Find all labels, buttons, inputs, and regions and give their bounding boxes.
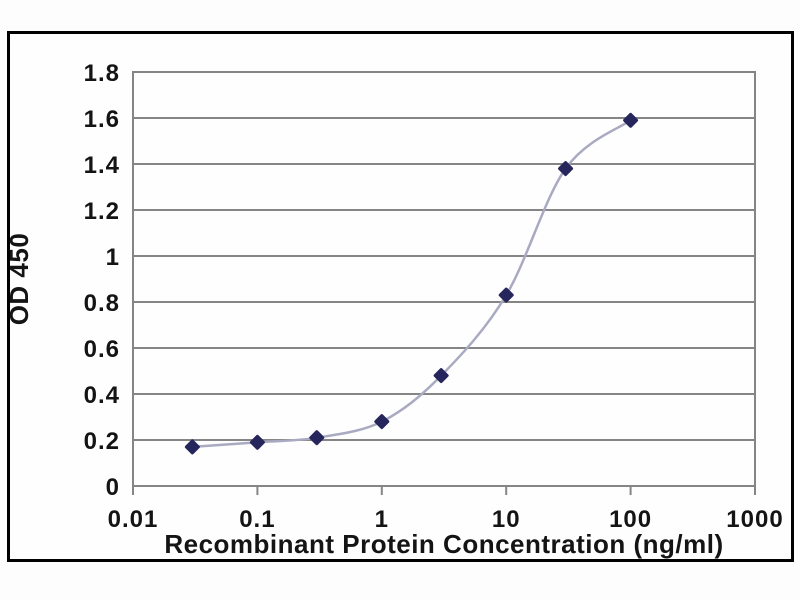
y-tick-label: 0: [106, 474, 120, 501]
plot-border: [132, 71, 756, 487]
x-tick-label: 10: [492, 506, 521, 533]
x-tick-label: 1000: [726, 506, 783, 533]
chart-frame: [7, 31, 794, 562]
x-tick-label: 1: [375, 506, 389, 533]
y-axis-tick-labels: 0 0.2 0.4 0.6 0.8 1 1.2 1.4 1.6 1.8: [84, 60, 120, 501]
y-tick-label: 1: [106, 244, 120, 271]
gridlines: [133, 71, 755, 487]
y-axis-title: OD 450: [4, 233, 34, 326]
data-point-markers: [184, 112, 639, 455]
data-point: [623, 112, 639, 128]
y-tick-label: 1.4: [84, 152, 120, 179]
x-tick-label: 0.01: [108, 506, 159, 533]
data-point: [184, 439, 200, 455]
data-point: [433, 368, 449, 384]
x-axis-tick-marks: [132, 486, 756, 495]
y-tick-label: 1.6: [84, 106, 120, 133]
data-point: [498, 287, 514, 303]
y-tick-label: 0.4: [84, 382, 120, 409]
series-line: [192, 119, 632, 449]
y-tick-label: 0.6: [84, 336, 120, 363]
x-tick-label: 0.1: [239, 506, 275, 533]
data-point: [374, 414, 390, 430]
data-point: [558, 161, 574, 177]
y-tick-label: 1.2: [84, 198, 120, 225]
y-tick-label: 0.8: [84, 290, 120, 317]
y-tick-label: 0.2: [84, 428, 120, 455]
x-axis-tick-labels: 0.01 0.1 1 10 100 1000: [108, 506, 783, 533]
x-tick-label: 100: [609, 506, 652, 533]
x-axis-title: Recombinant Protein Concentration (ng/ml…: [164, 529, 723, 559]
data-point: [249, 434, 265, 450]
data-point: [309, 430, 325, 446]
y-tick-label: 1.8: [84, 60, 120, 87]
